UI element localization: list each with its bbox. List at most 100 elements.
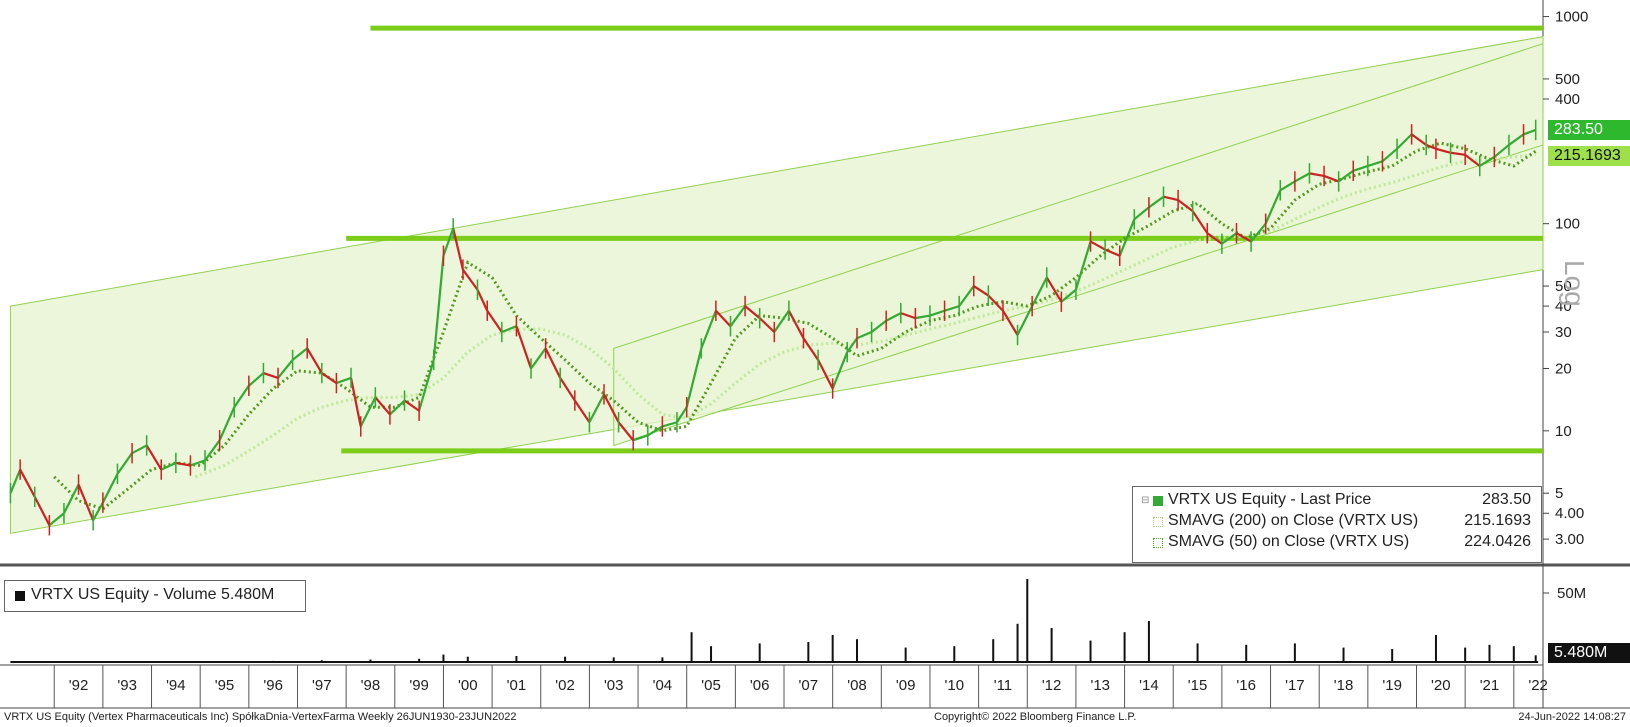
y-tick-label: 4.00	[1555, 505, 1584, 522]
price-candle-segment	[263, 372, 279, 379]
x-tick-label: '00	[458, 677, 478, 694]
price-candle-segment	[101, 473, 119, 504]
price-candle-segment	[1508, 133, 1525, 146]
price-candle-segment	[856, 330, 873, 340]
x-tick-label: '19	[1382, 677, 1402, 694]
volume-bar	[710, 646, 713, 663]
price-candle-segment	[1410, 133, 1427, 146]
y-tick-label: 30	[1555, 324, 1572, 341]
price-candle-segment	[1435, 147, 1451, 154]
legend-row-last-price: ⊟ VRTX US Equity - Last Price 283.50	[1133, 491, 1541, 511]
volume-bar	[758, 643, 761, 663]
price-candle-segment	[418, 359, 435, 412]
volume-bar	[1016, 623, 1019, 663]
x-tick-label: '15	[1188, 677, 1208, 694]
volume-last-tag: 5.480M	[1548, 643, 1630, 663]
price-candle-segment	[603, 393, 620, 423]
price-candle-segment	[817, 359, 834, 390]
x-tick-label: '02	[555, 677, 575, 694]
price-candle-segment	[374, 396, 391, 416]
legend-row-sma200: SMAVG (200) on Close (VRTX US) 215.1693	[1133, 512, 1541, 532]
price-candle-segment	[204, 439, 221, 462]
legend-swatch-sma200	[1153, 517, 1163, 527]
footer-copyright: Copyright© 2022 Bloomberg Finance L.P.	[934, 711, 1137, 723]
price-candle-segment	[1279, 180, 1296, 192]
price-candle-segment	[1425, 143, 1437, 150]
price-candle-segment	[486, 310, 503, 333]
x-tick-label: '04	[653, 677, 673, 694]
x-tick-label: '98	[361, 677, 381, 694]
x-tick-label: '01	[507, 677, 527, 694]
price-candle-segment	[588, 393, 605, 423]
legend-value-last-price: 283.50	[1482, 491, 1531, 508]
price-candle-segment	[1206, 232, 1223, 245]
price-candle-segment	[1104, 248, 1121, 257]
price-candle-segment	[1367, 160, 1383, 168]
x-tick-label: '99	[409, 677, 429, 694]
volume-bar	[1026, 579, 1029, 663]
price-candle-segment	[900, 312, 916, 320]
volume-bar	[1050, 628, 1053, 663]
legend-row-sma50: SMAVG (50) on Close (VRTX US) 224.0426	[1133, 533, 1541, 553]
price-candle-segment	[1163, 195, 1179, 202]
price-candle-segment	[530, 347, 547, 370]
price-candle-segment	[573, 399, 591, 423]
x-tick-label: '93	[117, 677, 137, 694]
volume-bar	[1245, 644, 1248, 663]
x-tick-label: '10	[945, 677, 965, 694]
volume-bar	[564, 656, 567, 663]
volume-bar	[1196, 643, 1199, 663]
price-candle-segment	[1045, 276, 1063, 303]
y-tick-label: 50	[1555, 278, 1572, 295]
volume-bar	[1123, 632, 1126, 663]
x-tick-label: '97	[312, 677, 332, 694]
x-tick-label: '95	[215, 677, 235, 694]
volume-floor-strip	[10, 661, 1539, 663]
price-candle-segment	[403, 399, 420, 412]
price-candle-segment	[442, 227, 455, 257]
volume-bar	[1534, 655, 1537, 663]
y-tick-label: 40	[1555, 298, 1572, 315]
y-tick-label: 100	[1555, 216, 1580, 233]
volume-legend-label: VRTX US Equity - Volume 5.480M	[31, 586, 275, 603]
y-tick-label: 10	[1555, 423, 1572, 440]
price-candle-segment	[1450, 151, 1466, 156]
price-candle-segment	[116, 452, 133, 475]
price-candle-segment	[617, 421, 635, 441]
price-candle-segment	[787, 310, 805, 339]
x-tick-label: '14	[1139, 677, 1159, 694]
x-tick-label: '92	[69, 677, 89, 694]
price-candle-segment	[929, 309, 945, 317]
y-tick-label: 3.00	[1555, 531, 1584, 548]
price-candle-segment	[1002, 310, 1019, 336]
volume-bar	[690, 632, 693, 663]
price-candle-segment	[846, 337, 858, 353]
x-tick-label: '08	[847, 677, 867, 694]
price-candle-segment	[218, 406, 236, 441]
x-tick-label: '13	[1090, 677, 1110, 694]
x-tick-label: '16	[1236, 677, 1256, 694]
price-candle-segment	[831, 351, 849, 389]
x-tick-label: '03	[604, 677, 624, 694]
price-candle-segment	[389, 399, 406, 416]
price-candle-segment	[987, 294, 1004, 312]
volume-bar	[1488, 644, 1491, 663]
price-candle-segment	[1352, 164, 1369, 172]
price-candle-segment	[544, 347, 562, 379]
volume-bar	[1089, 640, 1092, 663]
legend-name-sma200: SMAVG (200) on Close (VRTX US)	[1168, 512, 1419, 529]
price-candle-segment	[1133, 206, 1150, 221]
price-candle-segment	[773, 310, 790, 333]
price-candle-segment	[715, 309, 732, 327]
legend-name-sma50: SMAVG (50) on Close (VRTX US)	[1168, 533, 1410, 550]
price-candle-segment	[145, 444, 163, 471]
price-candle-segment	[248, 372, 265, 387]
price-candle-segment	[1493, 144, 1510, 158]
price-candle-segment	[1338, 169, 1354, 183]
price-candle-segment	[77, 484, 95, 521]
price-candle-segment	[1089, 240, 1106, 251]
price-candle-segment	[973, 285, 989, 297]
x-tick-label: '21	[1480, 677, 1500, 694]
price-candle-segment	[92, 502, 104, 521]
collapse-icon[interactable]: ⊟	[1141, 495, 1150, 506]
